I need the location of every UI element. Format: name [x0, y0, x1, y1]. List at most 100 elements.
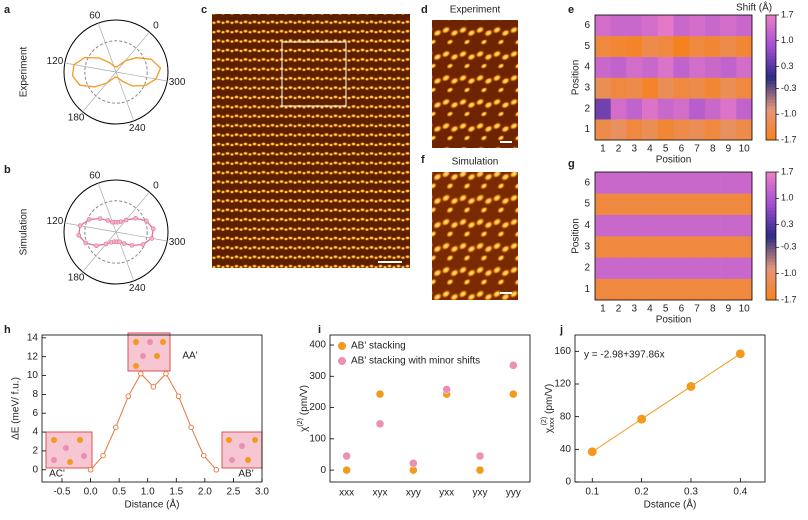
legend-marker: [338, 342, 346, 350]
polar-marker: [123, 217, 129, 223]
scatter-point: [509, 361, 518, 370]
heatmap-cell: [657, 77, 674, 99]
heatmap-cell: [642, 172, 659, 194]
heatmap-cell: [642, 15, 659, 37]
colorbar-strip: [766, 58, 776, 63]
annotation: AB': [238, 469, 253, 480]
x-tick-label: 5: [663, 304, 669, 315]
heatmap-cell: [626, 193, 643, 215]
heatmap-cell: [689, 77, 706, 99]
theta-grid-line: [64, 222, 117, 233]
colorbar-strip: [766, 43, 776, 47]
heatmap-cell: [704, 193, 721, 215]
colorbar-strip: [766, 30, 776, 35]
heatmap-cell: [720, 172, 737, 194]
x-axis-label: Dstance (Å): [644, 498, 697, 511]
colorbar-strip: [766, 181, 776, 186]
heatmap-cell: [626, 56, 643, 78]
polar-marker: [94, 243, 99, 249]
heatmap-cell: [642, 77, 659, 99]
theta-tick-label: 300: [169, 77, 186, 88]
x-tick-label: 2: [616, 144, 622, 155]
colorbar-strip: [766, 268, 776, 272]
colorbar-strip: [766, 83, 776, 88]
heatmap-cell: [642, 236, 659, 258]
polar-marker: [86, 217, 92, 222]
colorbar-tick-label: -1.0: [781, 268, 797, 278]
heatmap-cell: [689, 56, 706, 78]
legend-label: AB' stacking with minor shifts: [351, 356, 480, 367]
x-axis-label: Position: [656, 155, 692, 166]
x-tick-label: 4: [647, 144, 653, 155]
heatmap-cell: [595, 193, 611, 215]
scatter-point: [409, 458, 418, 468]
colorbar-strip: [766, 277, 776, 282]
theta-grid-line: [115, 31, 150, 73]
colorbar-tick-label: -1.0: [781, 109, 797, 119]
theta-tick-label: 120: [47, 56, 64, 67]
heatmap-cell: [736, 257, 753, 279]
polar-marker: [150, 226, 156, 232]
data-point: [163, 370, 169, 377]
heatmap-cell: [704, 257, 721, 279]
polar-marker: [76, 232, 82, 238]
colorbar-strip: [766, 293, 776, 298]
y-tick-label: 1: [584, 124, 590, 135]
y-tick-label: 14: [27, 332, 39, 343]
colorbar-strip: [766, 175, 776, 179]
heatmap-cell: [657, 257, 674, 279]
colorbar-tick-label: -0.3: [781, 83, 797, 93]
colorbar-strip: [766, 96, 776, 100]
heatmap-cell: [704, 15, 721, 37]
x-tick-label: 0.3: [684, 487, 698, 498]
heatmap-cell: [595, 77, 611, 99]
colorbar-strip: [766, 245, 776, 250]
heatmap-cell: [595, 56, 611, 78]
colorbar-strip: [766, 93, 776, 97]
x-tick-label: 2.0: [198, 487, 212, 498]
panel-label: j: [559, 324, 563, 336]
colorbar-strip: [766, 284, 776, 288]
y-tick-label: 300: [309, 371, 326, 382]
legend-label: AB' stacking: [351, 341, 406, 352]
colorbar-label: Shift (Å): [736, 1, 772, 14]
heatmap-cell: [642, 193, 659, 215]
heatmap-cell: [673, 56, 690, 78]
y-tick-label: 200: [309, 402, 326, 413]
heatmap-cell: [689, 172, 706, 194]
heatmap-cell: [626, 35, 643, 57]
heatmap-cell: [610, 172, 627, 194]
heatmap-cell: [595, 119, 611, 141]
x-tick-label: 3: [631, 144, 637, 155]
colorbar-strip: [766, 111, 776, 116]
polar-frame: [63, 19, 169, 125]
x-tick-label: xyy: [406, 488, 421, 499]
data-point: [175, 393, 182, 400]
theta-tick-label: 120: [47, 216, 64, 227]
colorbar-strip: [766, 252, 776, 256]
heatmap-cell: [657, 193, 674, 215]
y-tick-label: 100: [309, 433, 326, 444]
heatmap-cell: [657, 278, 674, 301]
y-axis-label: Experiment: [19, 46, 30, 97]
image-title: Experiment: [450, 5, 501, 16]
polar-marker: [129, 243, 135, 248]
plot-frame: [574, 334, 766, 483]
heatmap-cell: [626, 15, 643, 37]
colorbar-tick-label: 0.3: [781, 219, 794, 229]
heatmap-cell: [673, 278, 690, 301]
y-tick-label: 2: [584, 103, 590, 114]
heatmap-cell: [720, 77, 737, 99]
data-point: [112, 424, 119, 431]
heatmap-cell: [626, 278, 643, 301]
heatmap-cell: [736, 193, 753, 215]
colorbar-frame: [765, 14, 777, 141]
heatmap-cell: [610, 119, 627, 141]
data-point: [587, 447, 597, 457]
heatmap-frame: [594, 14, 753, 141]
colorbar-strip: [766, 52, 776, 57]
x-tick-label: yyy: [506, 488, 521, 499]
colorbar-strip: [766, 36, 776, 41]
colorbar-strip: [766, 127, 776, 132]
